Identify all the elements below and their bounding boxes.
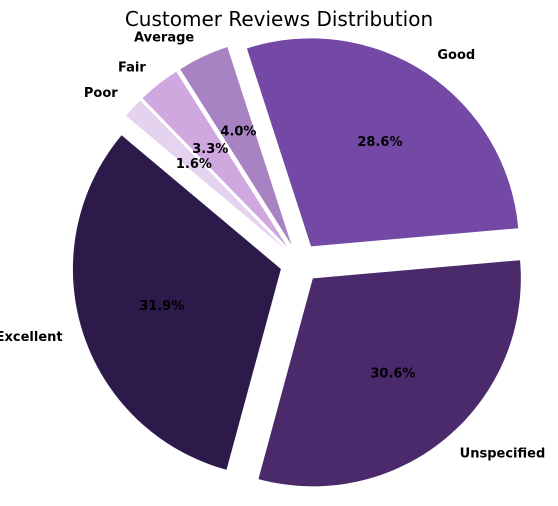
slice-average (180, 47, 292, 245)
pct-label-poor: 1.6% (176, 157, 212, 172)
slice-poor (126, 100, 286, 250)
category-label-excellent: Excellent (0, 330, 63, 345)
category-label-poor: Poor (84, 86, 118, 101)
category-label-unspecified: Unspecified (460, 446, 546, 461)
slice-good (246, 38, 519, 247)
category-label-good: Good (437, 48, 475, 63)
category-label-fair: Fair (118, 60, 146, 75)
pie-slices (72, 38, 521, 487)
slice-excellent (72, 135, 281, 470)
slice-unspecified (258, 260, 521, 487)
pie-labels: 31.9% Excellent 30.6% Unspecified 28.6% Good 4… (0, 30, 545, 461)
pct-label-good: 28.6% (357, 135, 402, 150)
pct-label-average: 4.0% (220, 124, 256, 139)
pct-label-excellent: 31.9% (139, 299, 184, 314)
chart-title: Customer Reviews Distribution (124, 7, 434, 31)
slice-fair (142, 71, 288, 248)
pct-label-unspecified: 30.6% (370, 367, 415, 382)
category-label-average: Average (134, 30, 194, 45)
pct-label-fair: 3.3% (192, 142, 228, 157)
